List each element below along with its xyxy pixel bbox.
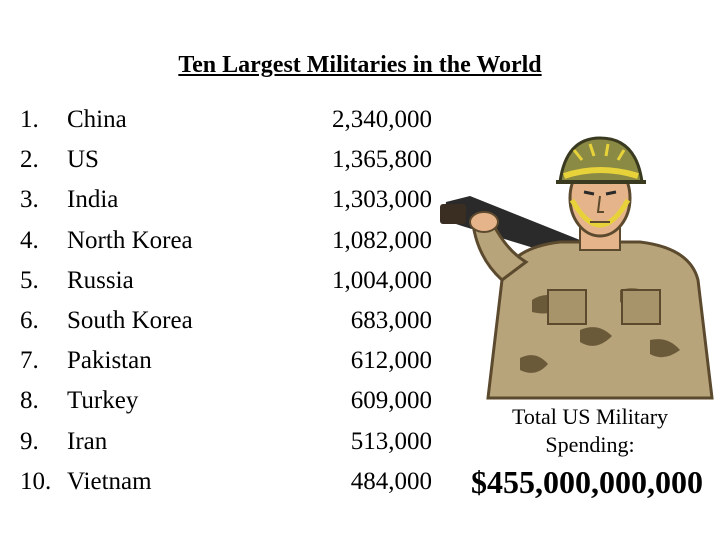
list-item: 1. China 2,340,000	[20, 100, 440, 140]
troop-count: 609,000	[350, 387, 432, 415]
page-title: Ten Largest Militaries in the World	[178, 52, 542, 78]
troop-count: 484,000	[350, 467, 432, 495]
list-item: 5. Russia 1,004,000	[20, 261, 440, 301]
rank-number: 7.	[20, 347, 39, 375]
list-item: 10. Vietnam 484,000	[20, 462, 440, 502]
troop-count: 1,004,000	[332, 266, 432, 294]
country-name: Vietnam	[67, 467, 152, 495]
rank-number: 2.	[20, 146, 39, 174]
rank-number: 6.	[20, 306, 39, 334]
troop-count: 513,000	[350, 427, 432, 455]
soldier-hand	[469, 211, 499, 233]
rank-number: 4.	[20, 226, 39, 254]
troop-count: 2,340,000	[332, 106, 432, 133]
rank-number: 8.	[20, 387, 39, 415]
military-ranking-list: 1. China 2,340,000 2. US 1,365,800 3. In…	[20, 100, 440, 502]
troop-count: 683,000	[350, 306, 432, 334]
country-name: South Korea	[67, 306, 193, 334]
country-name: India	[67, 186, 119, 214]
rank-number: 1.	[20, 106, 39, 133]
country-name: Russia	[67, 266, 134, 294]
country-name: Pakistan	[67, 347, 152, 375]
country-name: North Korea	[67, 226, 193, 254]
rank-number: 3.	[20, 186, 39, 214]
spending-value: $455,000,000,000	[471, 464, 703, 500]
list-item: 6. South Korea 683,000	[20, 301, 440, 341]
troop-count: 1,303,000	[332, 186, 432, 214]
spending-label-line1: Total US Military	[511, 404, 669, 429]
list-item: 9. Iran 513,000	[20, 422, 440, 462]
rank-number: 5.	[20, 266, 39, 294]
spending-label: Total US Military Spending:	[480, 403, 700, 459]
list-item: 3. India 1,303,000	[20, 180, 440, 220]
country-name: Turkey	[67, 387, 139, 415]
list-item: 4. North Korea 1,082,000	[20, 221, 440, 261]
list-item: 7. Pakistan 612,000	[20, 341, 440, 381]
list-item: 2. US 1,365,800	[20, 140, 440, 180]
troop-count: 1,365,800	[332, 146, 432, 174]
rank-number: 10.	[20, 467, 52, 495]
spending-label-line2: Spending:	[545, 432, 635, 457]
list-item: 8. Turkey 609,000	[20, 381, 440, 421]
country-name: China	[67, 106, 127, 133]
rifle-stock	[440, 204, 466, 224]
troop-count: 612,000	[350, 347, 432, 375]
country-name: Iran	[67, 427, 108, 455]
country-name: US	[67, 146, 99, 174]
soldier-clipart-icon	[440, 130, 720, 400]
rank-number: 9.	[20, 427, 39, 455]
troop-count: 1,082,000	[332, 226, 432, 254]
